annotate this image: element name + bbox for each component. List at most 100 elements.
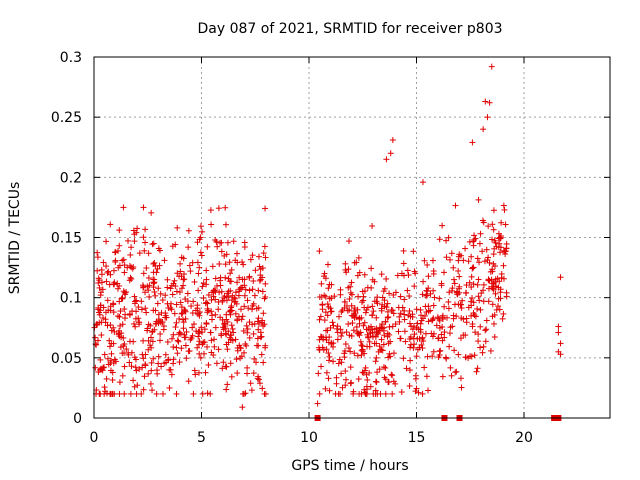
data-point (196, 330, 203, 337)
data-point (450, 312, 457, 319)
data-point (242, 390, 249, 397)
data-point (98, 279, 105, 286)
data-point (239, 259, 246, 266)
data-point (350, 327, 357, 334)
data-point (334, 329, 341, 336)
data-point (177, 299, 184, 306)
data-point (316, 390, 323, 397)
data-point (195, 270, 202, 277)
data-point (488, 63, 495, 70)
data-point (362, 309, 369, 316)
data-point (324, 312, 331, 319)
data-point (355, 254, 362, 261)
data-point (147, 334, 154, 341)
data-point (209, 263, 216, 270)
data-point (490, 207, 497, 214)
data-point (215, 346, 222, 353)
data-point (203, 299, 210, 306)
data-point (348, 279, 355, 286)
data-point (387, 353, 394, 360)
data-point (338, 370, 345, 377)
data-point (140, 337, 147, 344)
data-point (150, 240, 157, 247)
data-point (337, 286, 344, 293)
data-point (390, 350, 397, 357)
data-point (370, 390, 377, 397)
data-point (103, 238, 110, 245)
data-point (224, 239, 231, 246)
data-point (110, 267, 117, 274)
data-point (417, 306, 424, 313)
data-point (342, 368, 349, 375)
data-point (130, 320, 137, 327)
data-point (483, 246, 490, 253)
data-point (95, 306, 102, 313)
data-point (199, 390, 206, 397)
data-point (436, 351, 443, 358)
data-point (181, 306, 188, 313)
data-point (108, 350, 115, 357)
data-point (329, 319, 336, 326)
data-point (177, 268, 184, 275)
data-point (476, 259, 483, 266)
data-point (208, 221, 215, 228)
data-point (424, 353, 431, 360)
data-point (92, 364, 99, 371)
data-point (240, 349, 247, 356)
data-point (483, 326, 490, 333)
data-point (185, 244, 192, 251)
data-point (219, 297, 226, 304)
data-point (226, 259, 233, 266)
data-point (117, 308, 124, 315)
data-point (174, 350, 181, 357)
data-point (449, 323, 456, 330)
data-point (133, 356, 140, 363)
data-point (445, 305, 452, 312)
x-axis-label: GPS time / hours (291, 458, 408, 474)
data-point (169, 335, 176, 342)
data-point (142, 226, 149, 233)
data-point (213, 282, 220, 289)
data-point (420, 337, 427, 344)
data-point (157, 290, 164, 297)
data-point (324, 327, 331, 334)
data-point (217, 282, 224, 289)
data-point (484, 114, 491, 121)
data-point (241, 390, 248, 397)
data-point (502, 251, 509, 258)
data-point (184, 290, 191, 297)
data-point (468, 353, 475, 360)
data-point (107, 322, 114, 329)
data-point (358, 342, 365, 349)
data-point (423, 287, 430, 294)
data-point (322, 385, 329, 392)
data-point (389, 137, 396, 144)
data-point (473, 368, 480, 375)
data-point (401, 328, 408, 335)
data-point (119, 321, 126, 328)
data-point (463, 282, 470, 289)
data-point (134, 382, 141, 389)
data-point (196, 350, 203, 357)
data-point (186, 262, 193, 269)
data-point (326, 334, 333, 341)
data-point (360, 297, 367, 304)
data-point (240, 261, 247, 268)
data-point (255, 342, 262, 349)
data-point (131, 238, 138, 245)
data-point (480, 287, 487, 294)
data-point (408, 323, 415, 330)
data-point (367, 383, 374, 390)
data-point (347, 289, 354, 296)
data-point (373, 314, 380, 321)
data-point (322, 275, 329, 282)
data-point (216, 289, 223, 296)
data-point (195, 328, 202, 335)
data-point (500, 310, 507, 317)
data-point (390, 310, 397, 317)
data-point (251, 292, 258, 299)
data-point (262, 344, 269, 351)
data-point (185, 378, 192, 385)
data-point (255, 315, 262, 322)
data-point (97, 292, 104, 299)
